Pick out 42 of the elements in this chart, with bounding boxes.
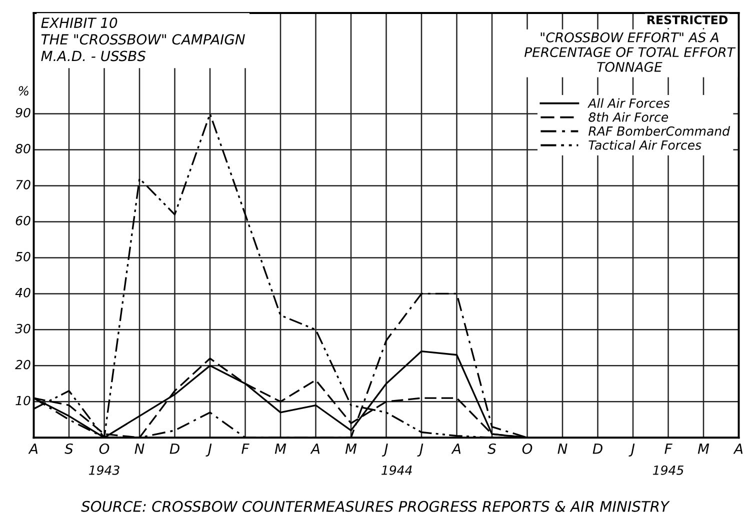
x-tick-label: J: [417, 444, 424, 457]
text: 1945: [652, 465, 684, 475]
y-tick-label: 90: [16, 108, 30, 118]
x-tick-label: J: [382, 444, 388, 457]
x-tick-label: O: [522, 443, 532, 454]
legend-label: Tactical Air Forces: [588, 140, 702, 150]
x-tick-label: D: [592, 444, 602, 454]
x-tick-label: D: [170, 444, 180, 454]
text: "CROSSBOW EFFORT" AS A PERCENTAGE OF TOTAL EFFORT TONNAGE: [524, 32, 736, 72]
text: 1944: [382, 465, 412, 475]
y-axis-title: %: [18, 86, 28, 96]
y-tick-label: 30: [15, 324, 30, 334]
x-tick-label: F: [242, 444, 250, 454]
y-tick-label: 20: [15, 360, 30, 370]
y-tick-label: 40: [15, 288, 30, 298]
x-tick-label: S: [64, 443, 73, 454]
legend-label: RAF BomberCommand: [588, 126, 730, 136]
source-note: SOURCE: CROSSBOW COUNTERMEASURES PROGRESS REPORTS & AIR MINISTRY: [81, 500, 670, 512]
x-tick-label: A: [28, 444, 38, 454]
x-tick-label: S: [488, 443, 496, 454]
x-tick-label: A: [733, 444, 743, 454]
x-tick-label: F: [664, 444, 672, 454]
y-tick-label: 70: [16, 180, 30, 190]
y-tick-label: 10: [16, 396, 30, 406]
x-tick-label: A: [310, 444, 320, 454]
y-tick-label: 50: [15, 252, 30, 262]
y-tick-label: 60: [16, 216, 30, 226]
legend-label: 8th Air Force: [588, 112, 668, 122]
text: 1943: [88, 465, 120, 475]
text: EXHIBIT 10 THE "CROSSBOW" CAMPAIGN M.A.D. - USSBS: [41, 18, 245, 62]
legend-label: All Air Forces: [588, 98, 670, 108]
x-tick-label: A: [451, 444, 461, 454]
x-tick-label: M: [345, 444, 357, 454]
x-tick-label: N: [558, 444, 568, 454]
x-tick-label: M: [274, 444, 286, 454]
x-tick-label: O: [99, 443, 110, 454]
x-tick-label: M: [698, 444, 710, 454]
x-tick-label: J: [628, 444, 635, 457]
x-tick-label: N: [134, 444, 144, 454]
annotation: RESTRICTED: [647, 15, 728, 24]
y-tick-label: 80: [15, 144, 30, 154]
x-tick-label: J: [206, 444, 212, 457]
